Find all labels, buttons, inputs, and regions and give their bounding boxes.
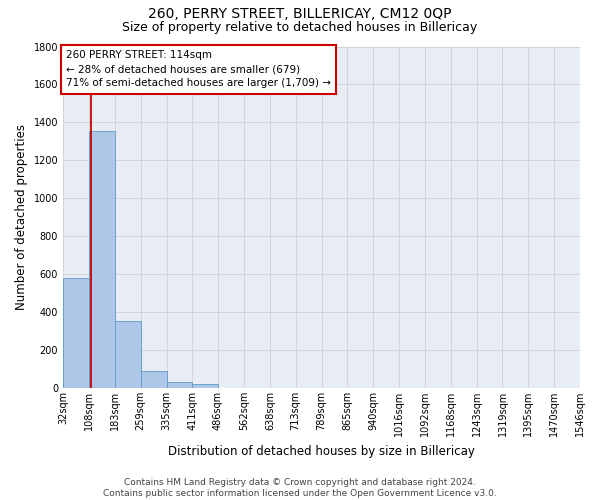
Text: Contains HM Land Registry data © Crown copyright and database right 2024.
Contai: Contains HM Land Registry data © Crown c… bbox=[103, 478, 497, 498]
Bar bbox=[140, 371, 167, 388]
Bar bbox=[89, 131, 115, 388]
Bar bbox=[63, 278, 89, 388]
Bar bbox=[167, 382, 193, 388]
Text: Size of property relative to detached houses in Billericay: Size of property relative to detached ho… bbox=[122, 21, 478, 34]
X-axis label: Distribution of detached houses by size in Billericay: Distribution of detached houses by size … bbox=[168, 444, 475, 458]
Y-axis label: Number of detached properties: Number of detached properties bbox=[15, 124, 28, 310]
Text: 260 PERRY STREET: 114sqm
← 28% of detached houses are smaller (679)
71% of semi-: 260 PERRY STREET: 114sqm ← 28% of detach… bbox=[66, 50, 331, 88]
Text: 260, PERRY STREET, BILLERICAY, CM12 0QP: 260, PERRY STREET, BILLERICAY, CM12 0QP bbox=[148, 8, 452, 22]
Bar bbox=[193, 384, 218, 388]
Bar bbox=[115, 320, 140, 388]
